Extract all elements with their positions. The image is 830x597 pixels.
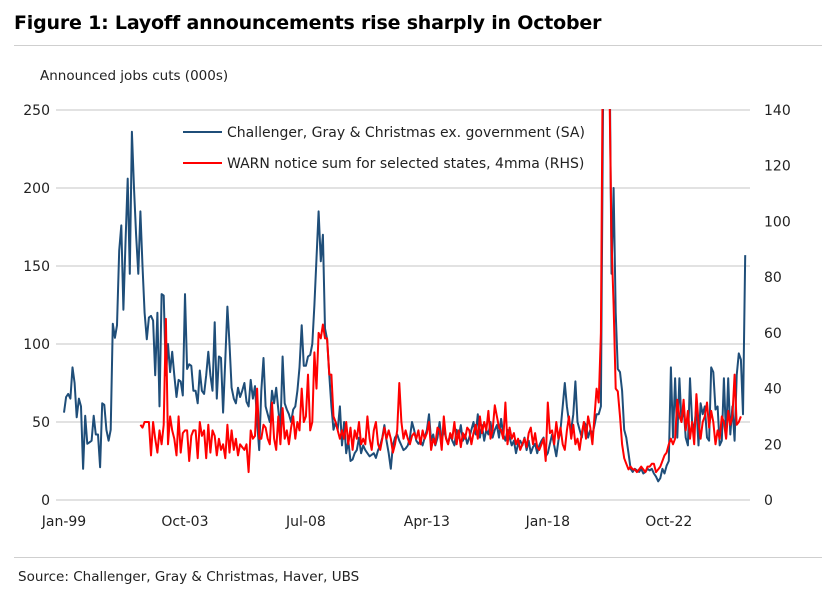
gridlines (56, 109, 750, 501)
x-tick-label: Jul-08 (285, 514, 326, 530)
y-axis-label: Announced jobs cuts (000s) (40, 68, 229, 84)
y-right-tick-label: 120 (764, 159, 791, 175)
y-left-tick-label: 200 (23, 181, 50, 197)
legend: Challenger, Gray & Christmas ex. governm… (183, 125, 585, 172)
y-left-tick-label: 250 (23, 103, 50, 119)
y-right-tick-label: 100 (764, 214, 791, 230)
y-right-tick-label: 40 (764, 382, 782, 398)
y-left-tick-label: 150 (23, 259, 50, 275)
y-left-tick-label: 0 (41, 493, 50, 509)
y-left-tick-label: 50 (32, 415, 50, 431)
x-tick-label: Oct-03 (161, 514, 208, 530)
figure-title: Figure 1: Layoff announcements rise shar… (14, 12, 602, 34)
legend-label-warn: WARN notice sum for selected states, 4mm… (227, 156, 584, 172)
y-right-tick-label: 60 (764, 326, 782, 342)
legend-label-challenger: Challenger, Gray & Christmas ex. governm… (227, 125, 585, 141)
y-left-tick-label: 100 (23, 337, 50, 353)
x-tick-label: Jan-18 (525, 514, 570, 530)
source-divider (14, 557, 822, 558)
series-line-warn (139, 109, 742, 474)
tick-labels: 0 50 100 150 200 250 0 20 40 60 80 100 120 140 Jan-99 O… (23, 103, 790, 530)
x-tick-label: Jan-99 (41, 514, 86, 530)
series-lines (63, 109, 747, 483)
y-right-tick-label: 20 (764, 437, 782, 453)
y-right-tick-label: 140 (764, 103, 791, 119)
series-line-challenger (63, 109, 747, 483)
x-tick-label: Oct-22 (645, 514, 692, 530)
title-divider (14, 45, 822, 46)
y-right-tick-label: 80 (764, 270, 782, 286)
x-tick-label: Apr-13 (404, 514, 450, 530)
y-right-tick-label: 0 (764, 493, 773, 509)
source-note: Source: Challenger, Gray & Christmas, Ha… (18, 569, 360, 585)
